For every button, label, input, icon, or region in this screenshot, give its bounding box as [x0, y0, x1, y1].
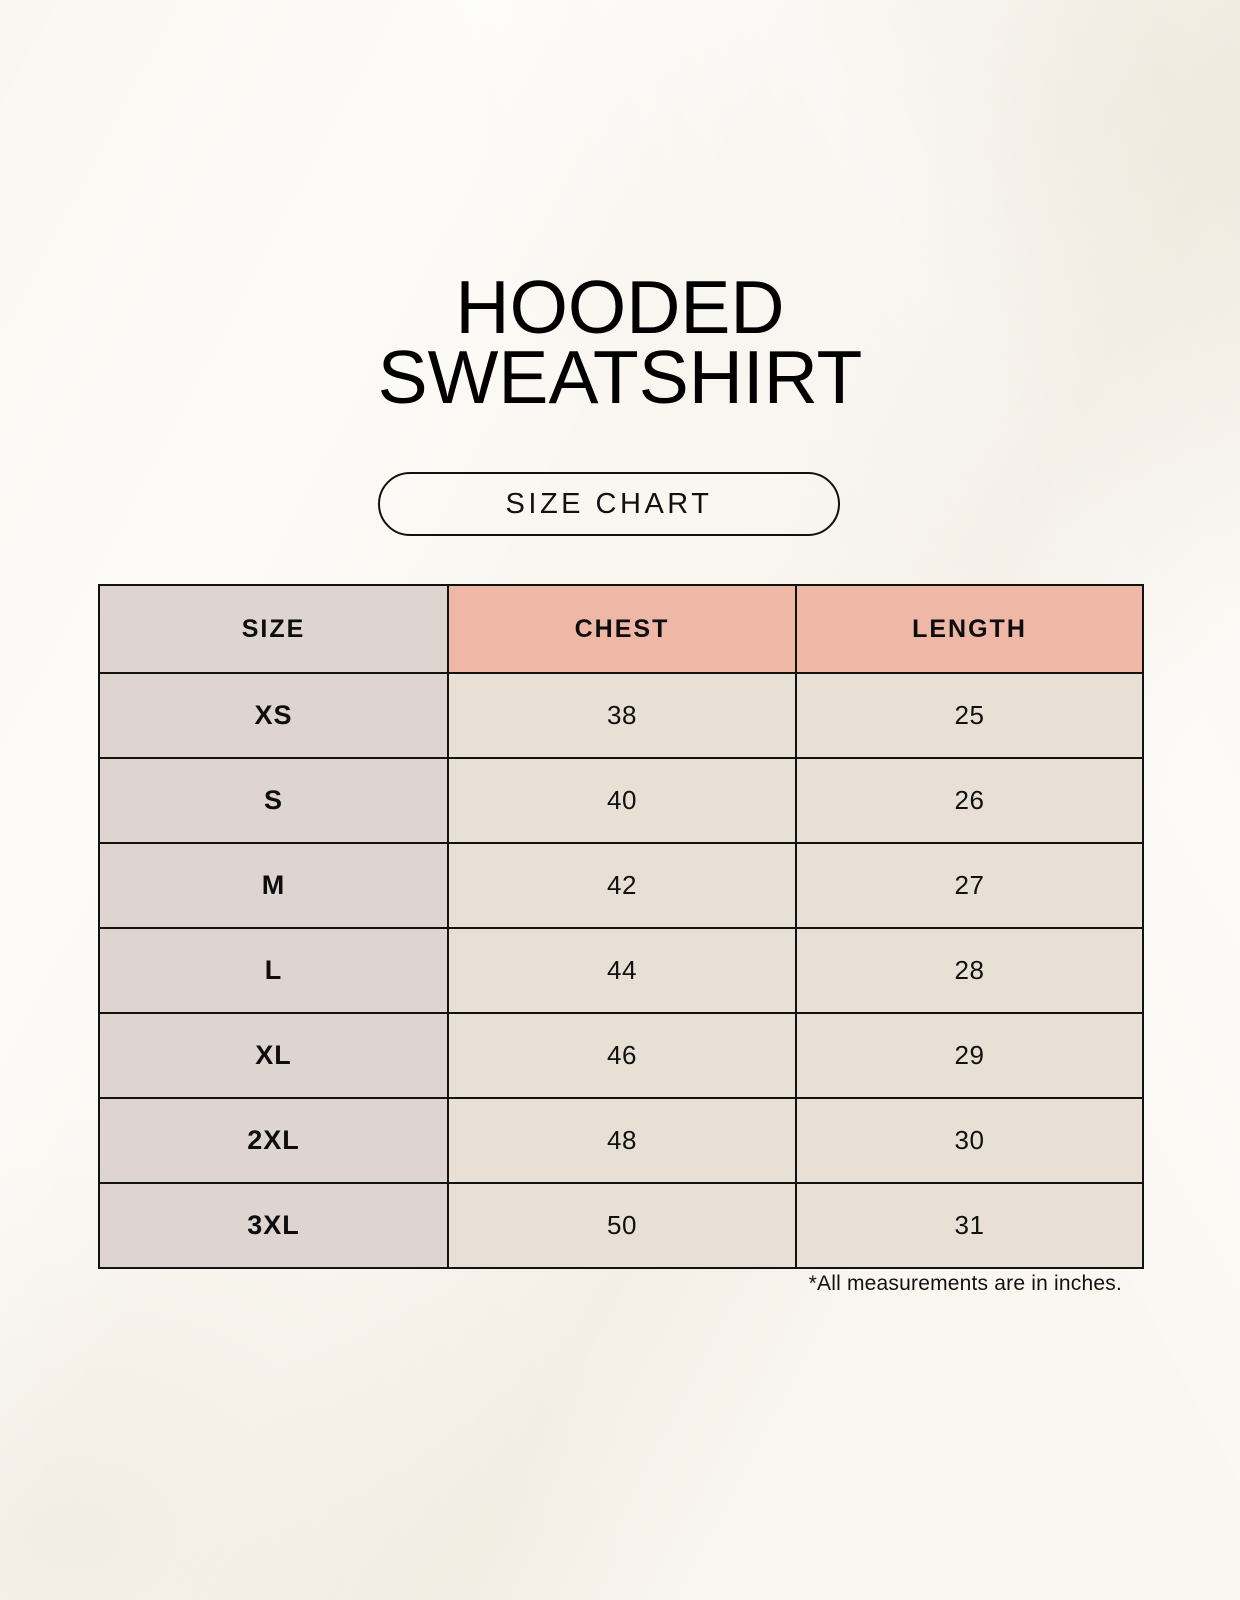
cell-size: 3XL	[98, 1182, 449, 1269]
table-row: 2XL 48 30	[98, 1097, 1144, 1184]
column-header-length: LENGTH	[795, 584, 1144, 674]
table-row: XL 46 29	[98, 1012, 1144, 1099]
column-header-length-label: LENGTH	[912, 614, 1027, 643]
measurement-footnote: *All measurements are in inches.	[808, 1272, 1122, 1295]
size-chart-badge: SIZE CHART	[378, 472, 840, 536]
column-header-chest-label: CHEST	[574, 614, 670, 643]
cell-chest: 48	[447, 1097, 797, 1184]
cell-chest-value: 42	[607, 870, 637, 900]
cell-length: 28	[795, 927, 1144, 1014]
cell-length: 31	[795, 1182, 1144, 1269]
cell-size-label: 3XL	[247, 1210, 300, 1240]
cell-size-label: M	[261, 870, 286, 900]
title-line-2: SWEATSHIRT	[377, 335, 863, 419]
table-body: XS 38 25 S 40 26 M 42 27 L 44 28 XL 46	[98, 672, 1144, 1269]
cell-length: 25	[795, 672, 1144, 759]
cell-size-label: 2XL	[247, 1125, 300, 1155]
table-row: L 44 28	[98, 927, 1144, 1014]
table-row: XS 38 25	[98, 672, 1144, 759]
cell-length: 27	[795, 842, 1144, 929]
cell-length-value: 27	[954, 870, 985, 900]
cell-chest-value: 44	[607, 955, 637, 985]
column-header-size: SIZE	[98, 584, 449, 674]
cell-chest-value: 50	[607, 1210, 637, 1240]
cell-length-value: 29	[954, 1040, 985, 1070]
table-row: 3XL 50 31	[98, 1182, 1144, 1269]
cell-length-value: 25	[954, 700, 985, 730]
cell-chest: 50	[447, 1182, 797, 1269]
table-header: SIZE CHEST LENGTH	[98, 584, 1144, 674]
column-header-chest: CHEST	[447, 584, 797, 674]
cell-chest: 40	[447, 757, 797, 844]
size-chart-badge-label: SIZE CHART	[505, 487, 713, 520]
cell-chest-value: 38	[607, 700, 637, 730]
cell-chest-value: 46	[607, 1040, 637, 1070]
size-chart-table: SIZE CHEST LENGTH XS 38 25 S 40 26	[98, 584, 1144, 1269]
cell-length: 30	[795, 1097, 1144, 1184]
cell-size: M	[98, 842, 449, 929]
cell-chest-value: 40	[607, 785, 637, 815]
table-row: S 40 26	[98, 757, 1144, 844]
cell-size-label: S	[263, 785, 283, 815]
cell-chest-value: 48	[607, 1125, 637, 1155]
table-header-row: SIZE CHEST LENGTH	[98, 584, 1144, 674]
cell-size-label: XL	[255, 1040, 292, 1070]
cell-length-value: 31	[954, 1210, 985, 1240]
cell-size: S	[98, 757, 449, 844]
cell-length-value: 26	[954, 785, 985, 815]
cell-length-value: 30	[954, 1125, 985, 1155]
cell-chest: 44	[447, 927, 797, 1014]
cell-size-label: XS	[254, 700, 293, 730]
cell-size: XL	[98, 1012, 449, 1099]
cell-length: 29	[795, 1012, 1144, 1099]
page-title: HOODED SWEATSHIRT	[0, 265, 1240, 419]
cell-size: L	[98, 927, 449, 1014]
cell-size: 2XL	[98, 1097, 449, 1184]
cell-size-label: L	[264, 955, 283, 985]
table-row: M 42 27	[98, 842, 1144, 929]
title-line-1: HOODED	[455, 265, 785, 349]
cell-length-value: 28	[954, 955, 985, 985]
cell-chest: 38	[447, 672, 797, 759]
cell-size: XS	[98, 672, 449, 759]
cell-chest: 42	[447, 842, 797, 929]
cell-length: 26	[795, 757, 1144, 844]
cell-chest: 46	[447, 1012, 797, 1099]
column-header-size-label: SIZE	[241, 614, 306, 643]
